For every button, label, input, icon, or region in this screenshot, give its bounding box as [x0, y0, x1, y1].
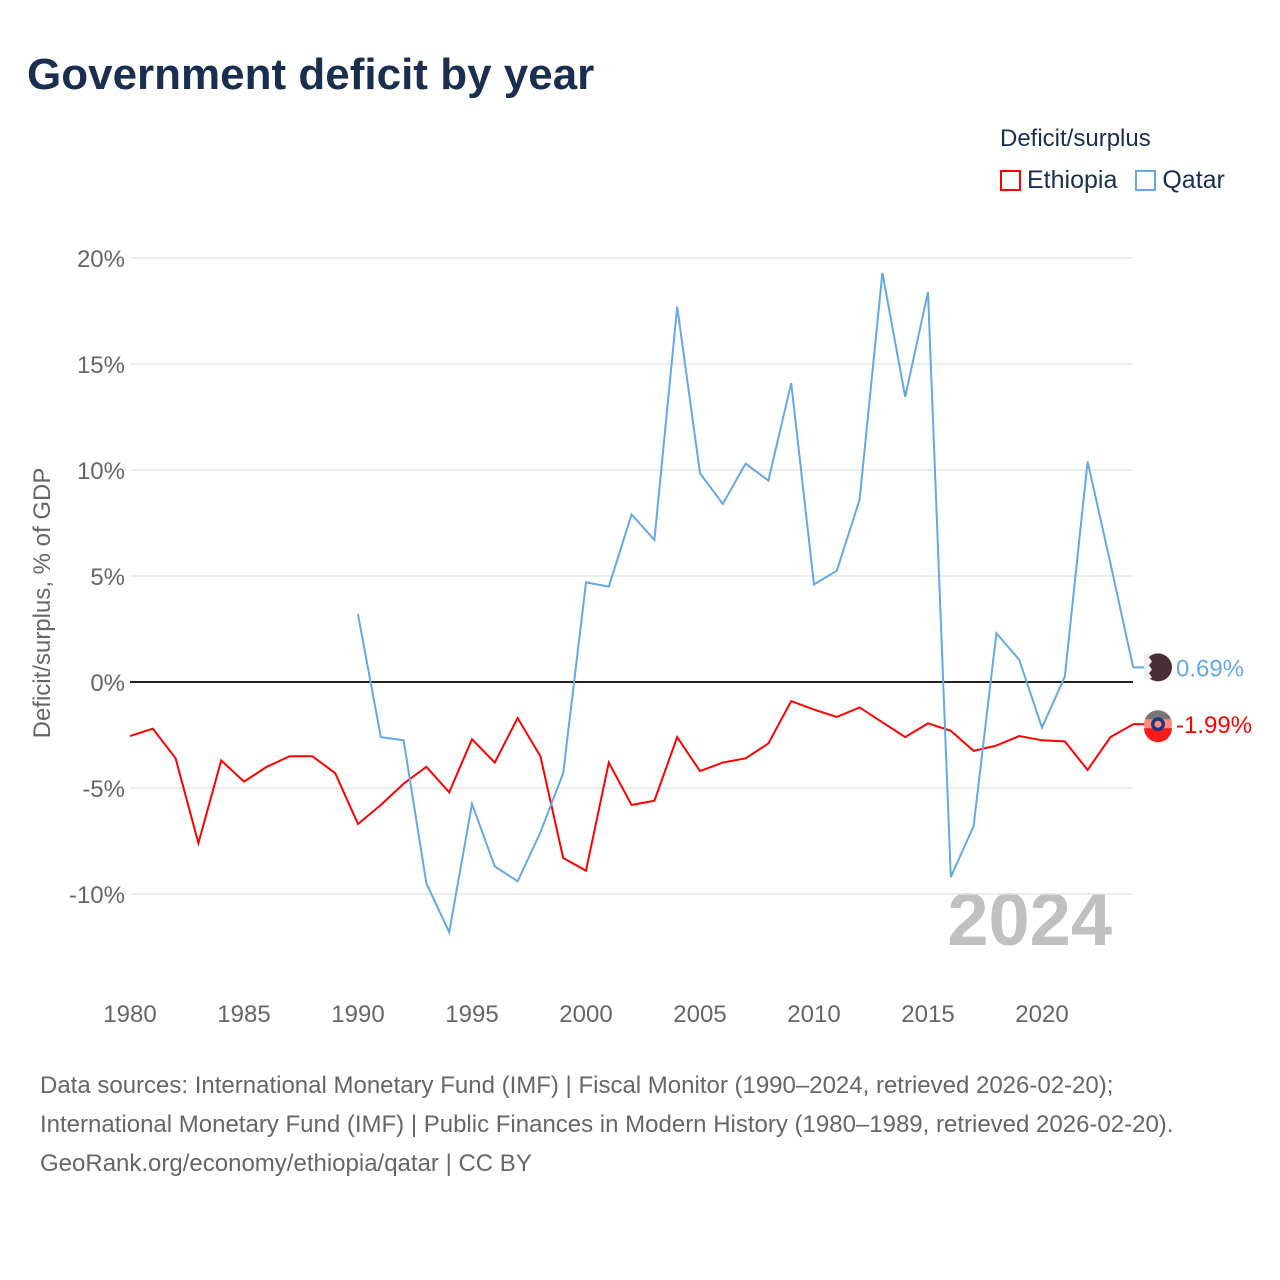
x-tick-label: 2010: [787, 1001, 840, 1028]
legend-title: Deficit/surplus: [1000, 125, 1151, 152]
chart-title: Government deficit by year: [27, 50, 595, 99]
legend-swatch: [1000, 170, 1021, 191]
y-tick-label: 20%: [77, 246, 125, 273]
legend-label: Ethiopia: [1027, 166, 1118, 194]
series-line-ethiopia: [129, 699, 1134, 873]
x-tick-label: 1995: [445, 1001, 498, 1028]
x-tick-label: 1980: [103, 1001, 156, 1028]
x-tick-label: 2015: [901, 1001, 954, 1028]
y-axis-label: Deficit/surplus, % of GDP: [29, 468, 56, 739]
x-tick-label: 1985: [217, 1001, 270, 1028]
series-line-qatar: [357, 272, 1135, 936]
x-tick-label: 1990: [331, 1001, 384, 1028]
credit-link[interactable]: GeoRank.org/economy/ethiopia/qatar | CC …: [40, 1150, 532, 1177]
ethiopia-flag-top: [1145, 710, 1171, 720]
x-tick-label: 2020: [1015, 1001, 1068, 1028]
y-tick-label: 15%: [77, 352, 125, 379]
y-tick-label: 10%: [77, 458, 125, 485]
qatar-flag-icon-white: [1144, 653, 1152, 680]
legend-label: Qatar: [1162, 166, 1225, 194]
legend-item-ethiopia[interactable]: Ethiopia: [1000, 166, 1117, 195]
year-watermark: 2024: [947, 878, 1112, 961]
x-tick-label: 2005: [673, 1001, 726, 1028]
legend-item-qatar[interactable]: Qatar: [1135, 166, 1225, 195]
y-tick-label: -5%: [82, 776, 125, 803]
data-sources: Data sources: International Monetary Fun…: [40, 1072, 1174, 1138]
y-tick-label: 5%: [90, 564, 125, 591]
end-value-label: -1.99%: [1176, 712, 1252, 739]
legend-swatch: [1135, 170, 1157, 191]
ethiopia-flag-red: [1144, 728, 1172, 743]
y-tick-label: -10%: [69, 882, 125, 909]
ethiopia-flag-star: [1154, 720, 1162, 728]
footer: Data sources: International Monetary Fun…: [40, 1066, 1240, 1183]
legend: Ethiopia Qatar: [1000, 166, 1225, 195]
y-tick-label: 0%: [90, 670, 125, 697]
x-tick-label: 2000: [559, 1001, 612, 1028]
end-value-label: 0.69%: [1176, 655, 1244, 682]
